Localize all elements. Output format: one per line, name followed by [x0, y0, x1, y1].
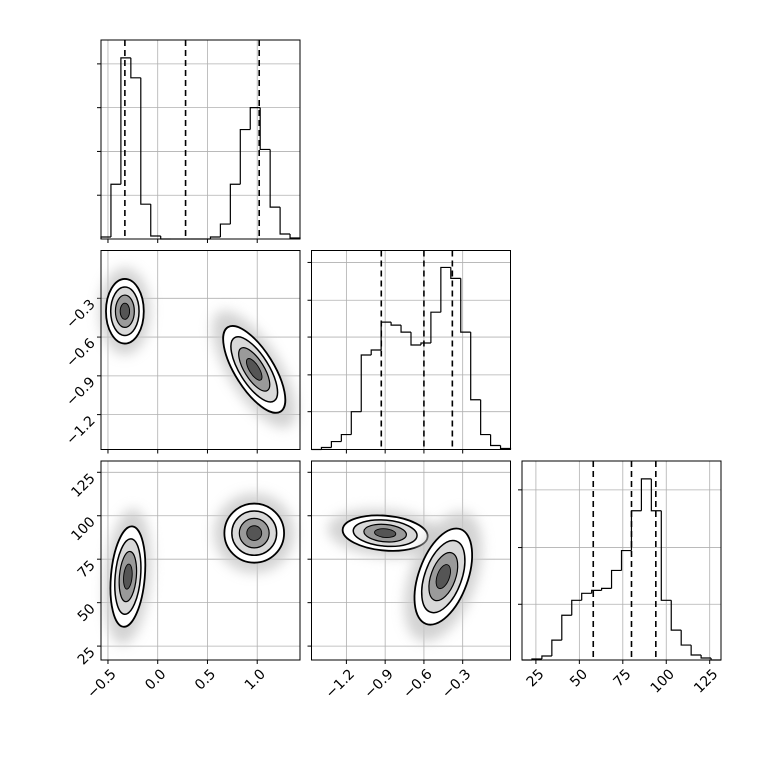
x-tick-label: −0.9 [361, 666, 396, 701]
histogram-step [239, 128, 251, 185]
y-tick-label: −0.6 [63, 335, 98, 370]
y-tick-label: −1.2 [63, 413, 98, 448]
histogram-step [279, 207, 291, 235]
histogram-step [610, 569, 622, 589]
histogram-step [690, 645, 702, 656]
histogram-step [490, 434, 501, 447]
histogram-step [400, 325, 411, 333]
y-tick-label: 125 [68, 471, 98, 501]
histogram-step [571, 599, 582, 616]
histogram-step [601, 587, 612, 591]
contour [435, 564, 451, 590]
histogram-step [591, 589, 602, 594]
panel: −0.5 0.0 0.5 1.0 25 50 75 100 125 [68, 460, 301, 702]
panel [97, 39, 301, 243]
histogram-step [551, 639, 562, 657]
panel-frame [100, 39, 301, 240]
histogram-step [330, 440, 342, 448]
histogram-step [680, 630, 692, 646]
histogram-step [140, 77, 151, 205]
histogram-step [360, 354, 372, 412]
contour [246, 358, 263, 381]
histogram-step [460, 278, 471, 333]
y-tick-label: 100 [68, 514, 98, 544]
histogram-step [630, 510, 642, 551]
histogram-step [370, 349, 382, 355]
panel: −1.2 −0.9 −0.6−0.3 [63, 250, 301, 454]
x-tick-label: 0.0 [142, 666, 169, 693]
histogram-step [499, 445, 512, 450]
y-tick-label: 50 [75, 601, 99, 625]
x-tick-label: 50 [567, 666, 591, 690]
contour [123, 563, 133, 590]
histogram-step [470, 332, 481, 401]
histogram-step [640, 478, 652, 511]
histogram-step [581, 592, 592, 601]
histogram-step [209, 236, 221, 239]
histogram-step [350, 411, 362, 435]
histogram-step [120, 57, 131, 185]
y-tick-label: 75 [75, 558, 99, 582]
x-tick-label: 125 [691, 666, 721, 696]
x-tick-label: 100 [648, 666, 678, 696]
histogram-step [289, 234, 301, 239]
y-tick-label: −0.3 [63, 297, 98, 332]
histogram-step [259, 107, 271, 151]
x-tick-label: 25 [524, 666, 548, 690]
histogram-step [390, 322, 402, 326]
histogram-step [430, 311, 441, 344]
x-tick-label: −0.5 [84, 666, 119, 701]
histogram-step [670, 600, 682, 631]
histogram-step [561, 614, 572, 641]
contour [246, 525, 263, 541]
histogram-step [480, 399, 491, 436]
histogram-step [110, 183, 121, 238]
histogram-step [410, 332, 421, 346]
y-tick-label: −0.9 [63, 374, 98, 409]
panel-frame [100, 250, 301, 450]
x-tick-label: −0.6 [400, 666, 435, 701]
histogram-step [219, 223, 231, 238]
histogram-step [440, 266, 451, 313]
histogram-step [150, 204, 161, 237]
y-tick-label: 25 [75, 644, 99, 668]
panel-frame [100, 460, 301, 661]
histogram-step [320, 446, 332, 450]
histogram-step [620, 549, 632, 571]
histogram-step [541, 655, 552, 660]
histogram-step [420, 342, 431, 346]
histogram-step [380, 321, 392, 350]
histogram-step [229, 183, 241, 225]
histogram-step [700, 655, 712, 659]
x-tick-label: −0.3 [439, 666, 474, 701]
panel: −1.2−0.9−0.6−0.3 [307, 460, 511, 702]
histogram-step [340, 433, 352, 442]
panel-frame [311, 250, 511, 450]
panel-frame [521, 460, 722, 661]
histogram-step [660, 510, 672, 601]
contour [119, 302, 131, 320]
histogram-step [130, 57, 141, 79]
histogram-step [249, 107, 261, 130]
histogram-step [450, 267, 461, 279]
x-tick-label: −1.2 [323, 666, 358, 701]
x-tick-label: 0.5 [192, 666, 219, 693]
histogram-step [269, 149, 281, 208]
panel: 25 50 75 100 125 [518, 460, 722, 697]
panel [307, 250, 512, 454]
x-tick-label: 75 [611, 666, 635, 690]
contour [374, 528, 397, 539]
panel-frame [311, 460, 511, 661]
x-tick-label: 1.0 [242, 666, 269, 693]
histogram-step [650, 478, 662, 512]
